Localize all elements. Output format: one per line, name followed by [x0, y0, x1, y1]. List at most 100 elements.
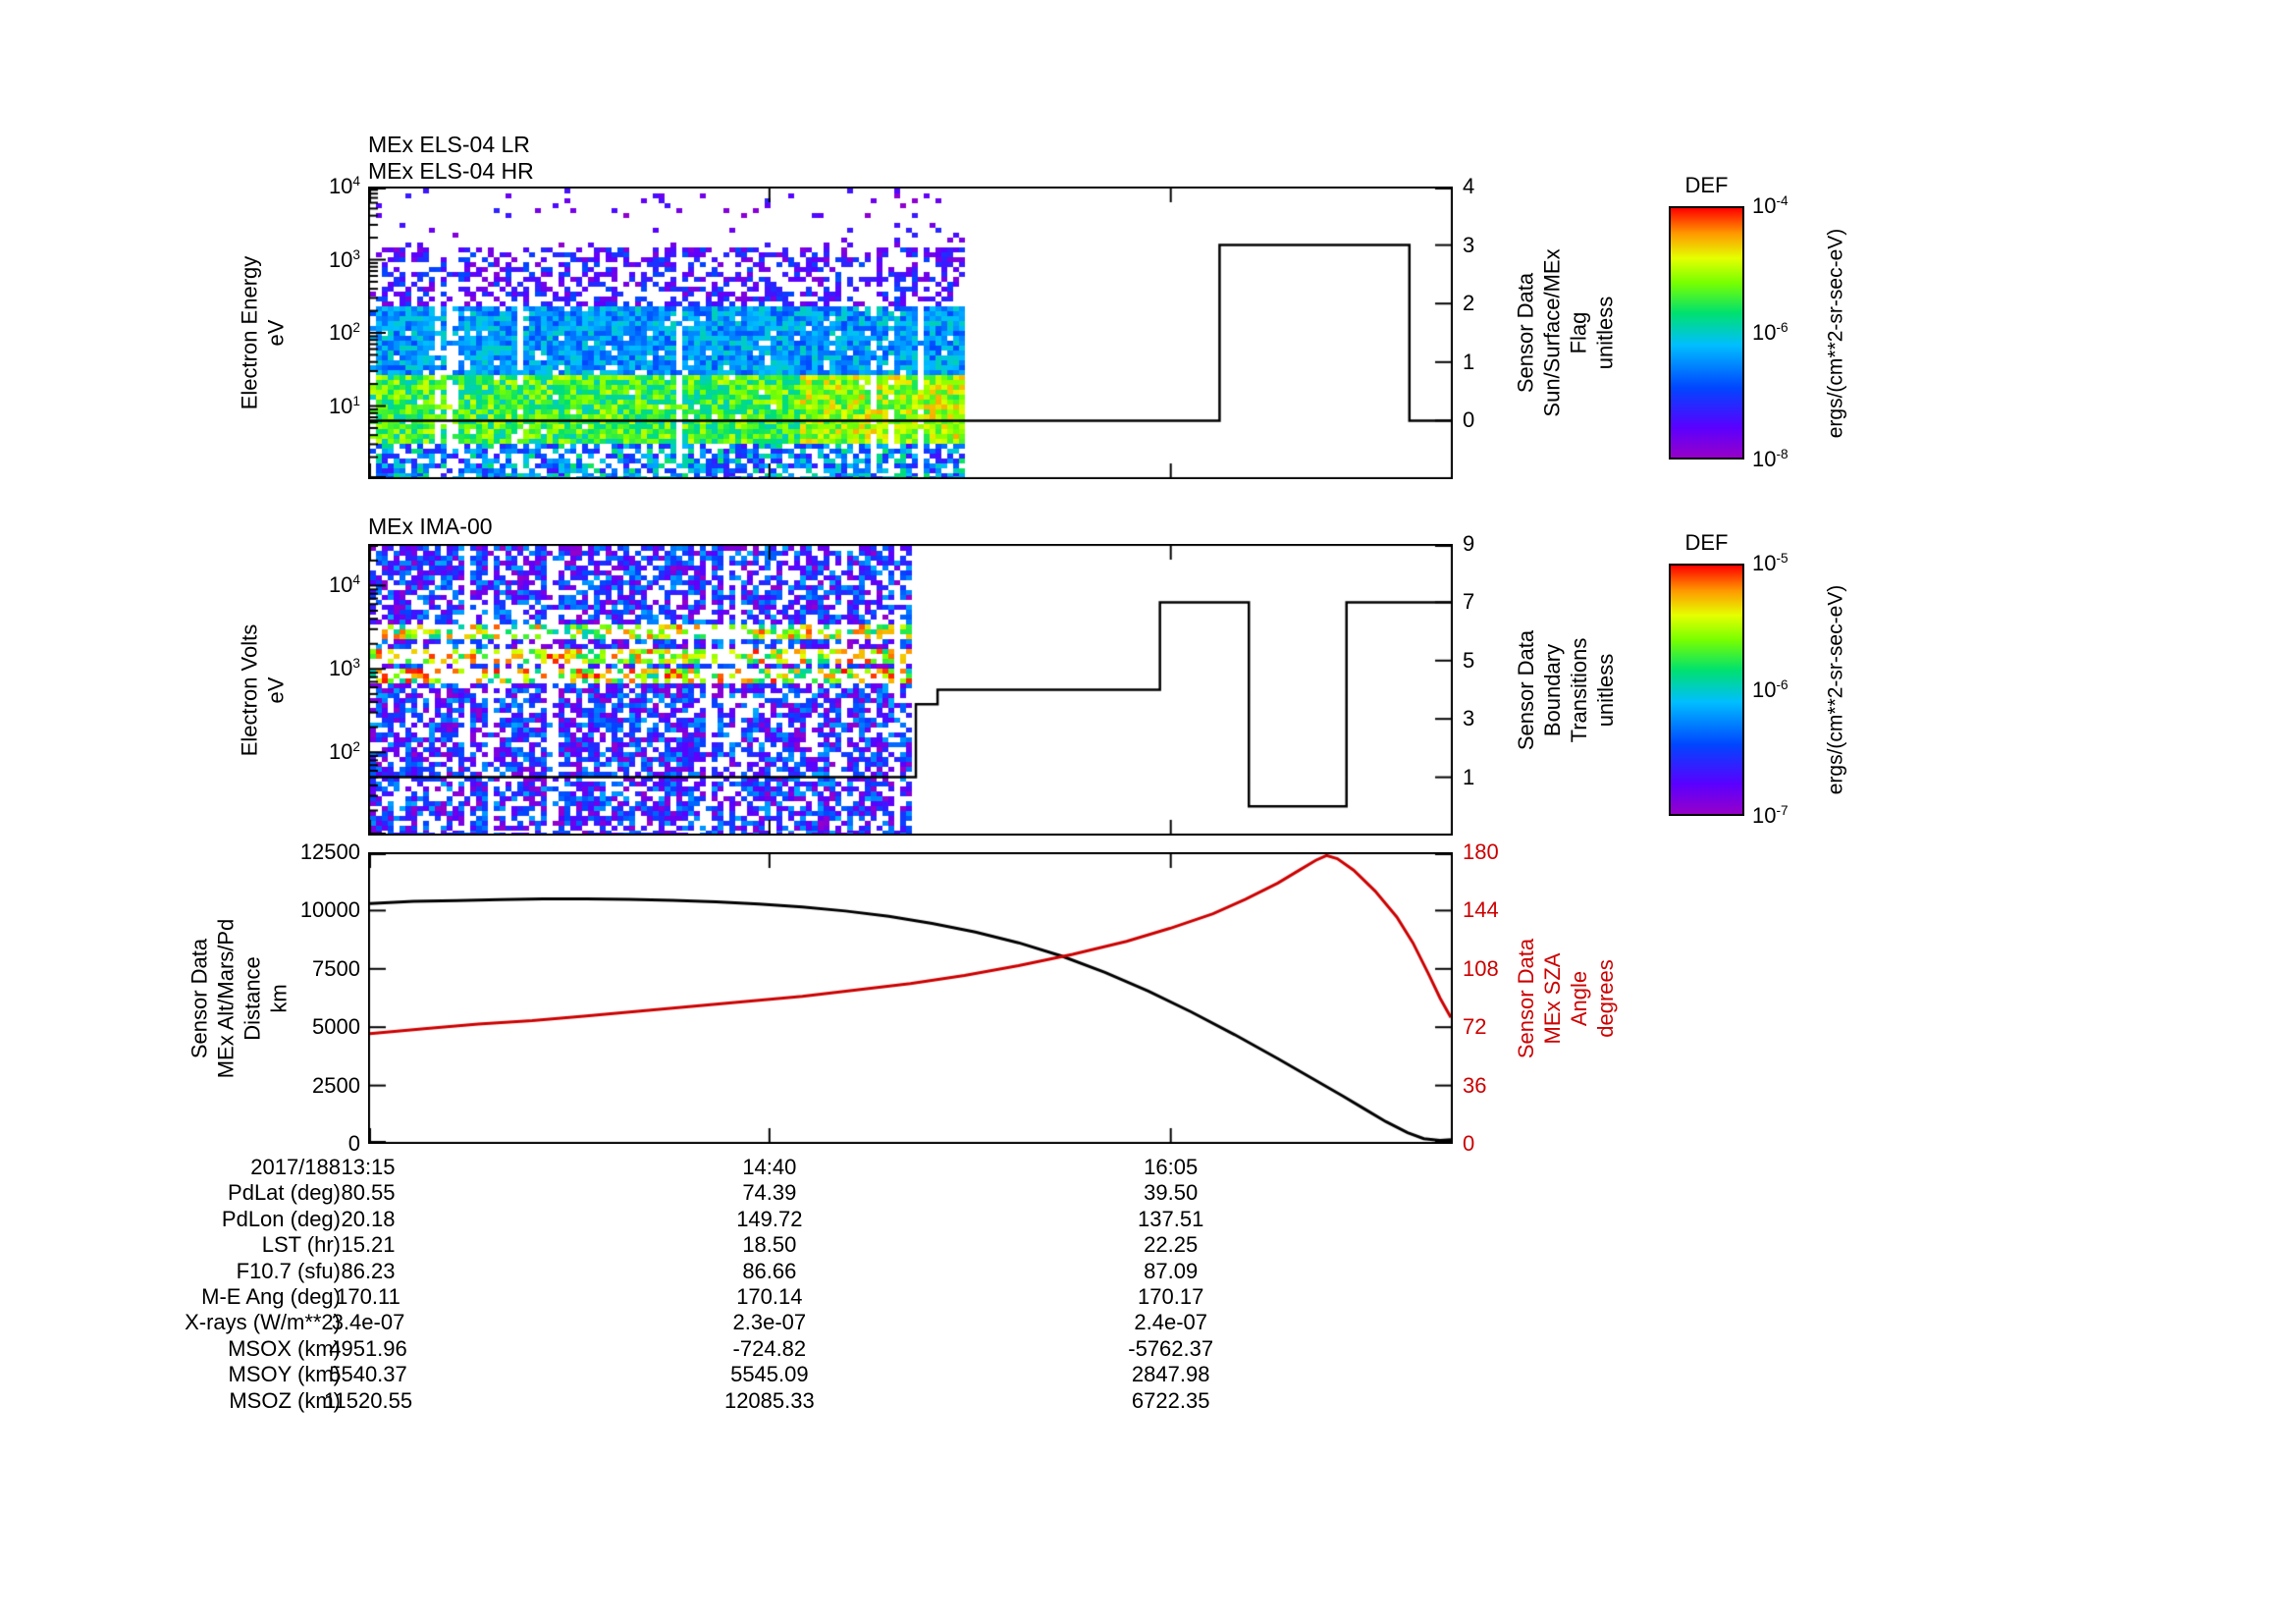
y-tick-label: 102 [328, 738, 360, 765]
y-tick-label: 12500 [299, 839, 360, 864]
x-tick-label: 13:15 [341, 1155, 396, 1179]
table-row-label: F10.7 (sfu) [236, 1258, 341, 1283]
table-value: 6722.35 [1131, 1387, 1210, 1413]
table-row-label: PdLat (deg) [228, 1180, 341, 1206]
els-right-axis-label: Sensor Data Sun/Surface/MEx Flag unitles… [1502, 187, 1629, 479]
y-tick-label: 5000 [312, 1014, 360, 1040]
right-axis-tick-label: 4 [1463, 174, 1475, 198]
els-title-line1: MEx ELS-04 LR [368, 132, 530, 157]
right-axis-tick-label: 3 [1463, 232, 1475, 257]
table-value: 170.11 [336, 1284, 400, 1309]
axis-label-line: Sensor Data [187, 938, 211, 1058]
axis-label-line: Angle [1566, 970, 1591, 1026]
table-value: 2847.98 [1131, 1362, 1210, 1387]
sza-right-axis-label: Sensor Data MEx SZA Angle degrees [1502, 852, 1629, 1144]
axis-label-line: Electron Volts [237, 623, 262, 756]
colorbar-tick-label: 10-6 [1752, 676, 1789, 702]
x-tick-label: 16:05 [1144, 1155, 1199, 1179]
sza-tick-label: 180 [1463, 839, 1499, 864]
els-colorbar-title: DEF [1684, 173, 1729, 197]
table-value: 3.4e-07 [331, 1310, 405, 1335]
table-value: 86.66 [742, 1258, 797, 1283]
axis-label-line: ergs/(cm**2-sr-sec-eV) [1824, 584, 1847, 795]
els-colorbar-units: ergs/(cm**2-sr-sec-eV) [1782, 196, 1890, 469]
right-axis-tick-label: 5 [1463, 647, 1475, 673]
table-value: 80.55 [341, 1180, 396, 1206]
els-title-line2: MEx ELS-04 HR [368, 158, 534, 184]
ima-right-axis-label: Sensor Data Boundary Transitions unitles… [1502, 544, 1629, 836]
y-tick-label: 103 [328, 246, 360, 272]
right-axis-tick-label: 9 [1463, 531, 1475, 556]
right-axis-tick-label: 1 [1463, 349, 1475, 374]
table-row-label: MSOZ (km) [229, 1387, 341, 1413]
axis-label-line: MEx SZA [1539, 952, 1565, 1044]
axis-label-line: Sensor Data [1513, 629, 1538, 750]
colorbar-tick-label: 10-6 [1752, 319, 1789, 346]
y-tick-label: 104 [328, 572, 360, 598]
sza-tick-label: 144 [1463, 897, 1499, 923]
table-value: 5540.37 [329, 1362, 407, 1387]
y-tick-label: 102 [328, 319, 360, 346]
colorbar-tick-label: 10-4 [1752, 192, 1789, 219]
sza-tick-label: 0 [1463, 1131, 1475, 1156]
axis-label-line: Sensor Data [1513, 938, 1538, 1058]
table-value: 86.23 [341, 1258, 396, 1283]
y-tick-label: 2500 [312, 1072, 360, 1098]
table-row-label: LST (hr) [261, 1232, 341, 1258]
table-value: 170.14 [736, 1284, 803, 1309]
table-value: -5762.37 [1128, 1335, 1214, 1361]
ima-colorbar [1669, 564, 1744, 816]
sza-tick-label: 36 [1463, 1072, 1487, 1098]
axis-label-line: km [266, 983, 291, 1013]
table-value: 39.50 [1144, 1180, 1199, 1206]
table-value: 149.72 [736, 1206, 803, 1231]
axis-label-line: Sensor Data [1514, 272, 1538, 394]
table-row-label: M-E Ang (deg) [201, 1284, 341, 1309]
axis-label-line: unitless [1593, 296, 1618, 370]
ima-title: MEx IMA-00 [368, 514, 493, 539]
table-value: 22.25 [1144, 1232, 1199, 1258]
right-axis-tick-label: 7 [1463, 589, 1475, 615]
axis-label-line: Sun/Surface/MEx [1540, 248, 1565, 417]
table-value: 137.51 [1138, 1206, 1204, 1231]
axis-label-line: Flag [1567, 311, 1591, 354]
axis-label-line: degrees [1592, 958, 1618, 1038]
table-value: 20.18 [341, 1206, 396, 1231]
right-axis-tick-label: 1 [1463, 764, 1475, 789]
table-value: 2.4e-07 [1134, 1310, 1207, 1335]
axis-label-line: Transitions [1566, 637, 1591, 742]
right-axis-tick-label: 2 [1463, 291, 1475, 316]
y-tick-label: 7500 [312, 955, 360, 981]
table-value: 15.21 [341, 1232, 396, 1258]
table-value: 11520.55 [323, 1387, 413, 1413]
sza-tick-label: 72 [1463, 1014, 1487, 1040]
table-row-label: MSOY (km) [228, 1362, 341, 1387]
table-value: 87.09 [1144, 1258, 1199, 1283]
axis-label-line: ergs/(cm**2-sr-sec-eV) [1824, 228, 1847, 438]
right-axis-tick-label: 3 [1463, 706, 1475, 731]
colorbar-tick-label: 10-7 [1752, 802, 1789, 829]
axis-label-line: Boundary [1539, 643, 1565, 736]
ima-spectrogram-panel [368, 544, 1453, 836]
axis-label-line: Distance [240, 955, 264, 1041]
ima-colorbar-units: ergs/(cm**2-sr-sec-eV) [1782, 554, 1890, 826]
table-value: 2.3e-07 [732, 1310, 807, 1335]
y-tick-label: 104 [328, 173, 360, 199]
sza-tick-label: 108 [1463, 955, 1499, 981]
table-row-label: PdLon (deg) [221, 1206, 341, 1231]
y-tick-label: 103 [328, 656, 360, 681]
alt-y-axis-label: Sensor Data MEx Alt/Mars/Pd Distance km [175, 852, 302, 1144]
table-row-label: 2017/188 [250, 1155, 341, 1179]
y-tick-label: 10000 [299, 897, 360, 923]
table-value: 170.17 [1138, 1284, 1204, 1309]
y-tick-label: 101 [328, 393, 360, 418]
axis-label-line: unitless [1592, 653, 1618, 727]
table-value: 4951.96 [329, 1335, 407, 1361]
colorbar-tick-label: 10-5 [1752, 550, 1789, 576]
table-row-label: MSOX (km) [228, 1335, 341, 1361]
ima-colorbar-title: DEF [1684, 530, 1729, 555]
table-value: 18.50 [742, 1232, 797, 1258]
axis-label-line: MEx Alt/Mars/Pd [213, 918, 238, 1078]
y-tick-label: 0 [347, 1131, 360, 1156]
table-row-label: X-rays (W/m**2) [185, 1310, 341, 1335]
